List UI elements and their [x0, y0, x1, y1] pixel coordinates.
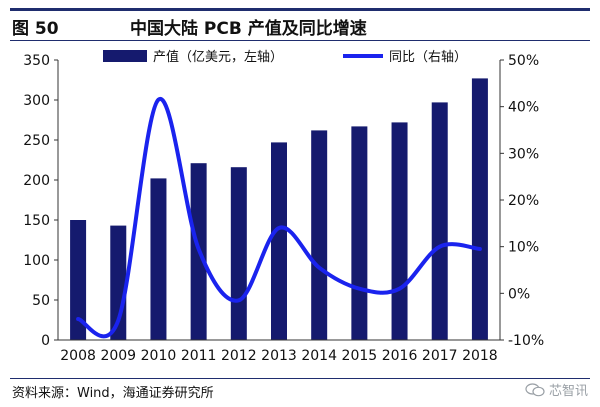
- x-tick-label: 2008: [60, 348, 96, 364]
- left-tick-label: 150: [23, 213, 50, 229]
- left-tick-label: 350: [23, 53, 50, 69]
- watermark: 芯智讯: [525, 380, 588, 399]
- figure-label: 图 50: [12, 18, 59, 39]
- x-tick-label: 2016: [382, 348, 418, 364]
- right-tick-label: 50%: [508, 53, 539, 69]
- x-tick-label: 2017: [422, 348, 458, 364]
- bar-2018: [471, 78, 488, 341]
- legend-line-label: 同比（右轴）: [389, 50, 467, 65]
- x-tick-label: 2009: [100, 348, 136, 364]
- bar-2012: [230, 167, 247, 340]
- bar-2010: [150, 178, 167, 340]
- right-tick-label: 10%: [508, 240, 539, 256]
- x-tick-label: 2014: [301, 348, 337, 364]
- left-tick-label: 300: [23, 93, 50, 109]
- source-note: 资料来源：Wind，海通证券研究所: [12, 386, 214, 401]
- right-tick-label: 20%: [508, 193, 539, 209]
- legend-bar-swatch: [103, 50, 147, 62]
- chart-title: 中国大陆 PCB 产值及同比增速: [130, 18, 367, 39]
- bar-2014: [311, 130, 328, 340]
- x-tick-label: 2011: [181, 348, 217, 364]
- x-tick-label: 2012: [221, 348, 257, 364]
- x-tick-label: 2018: [462, 348, 498, 364]
- title-rule: [10, 40, 590, 41]
- right-tick-label: 40%: [508, 100, 539, 116]
- top-rule: [10, 8, 590, 11]
- right-tick-label: 0%: [508, 286, 530, 302]
- bar-2016: [391, 122, 408, 341]
- chart: 0 50 100 150 200 250 300 350 -10% 0% 10% 20% 30% 40% 5…: [23, 49, 544, 364]
- bottom-rule: [10, 378, 590, 379]
- legend-bar-label: 产值（亿美元，左轴）: [153, 49, 283, 65]
- figure-header: 图 50 中国大陆 PCB 产值及同比增速: [12, 12, 367, 40]
- x-tick-label: 2010: [141, 348, 177, 364]
- x-tick-label: 2015: [342, 348, 378, 364]
- left-tick-label: 100: [23, 253, 50, 269]
- wechat-icon: [525, 382, 545, 396]
- right-tick-label: -10%: [508, 333, 544, 349]
- left-tick-label: 250: [23, 133, 50, 149]
- bar-2008: [70, 220, 87, 340]
- left-tick-label: 200: [23, 173, 50, 189]
- x-tick-label: 2013: [261, 348, 297, 364]
- watermark-text: 芯智讯: [548, 384, 588, 399]
- bar-2015: [351, 126, 368, 341]
- left-tick-label: 50: [32, 293, 50, 309]
- left-tick-label: 0: [41, 333, 50, 349]
- bar-2017: [431, 102, 448, 341]
- right-tick-label: 30%: [508, 146, 539, 162]
- bar-2013: [271, 142, 287, 340]
